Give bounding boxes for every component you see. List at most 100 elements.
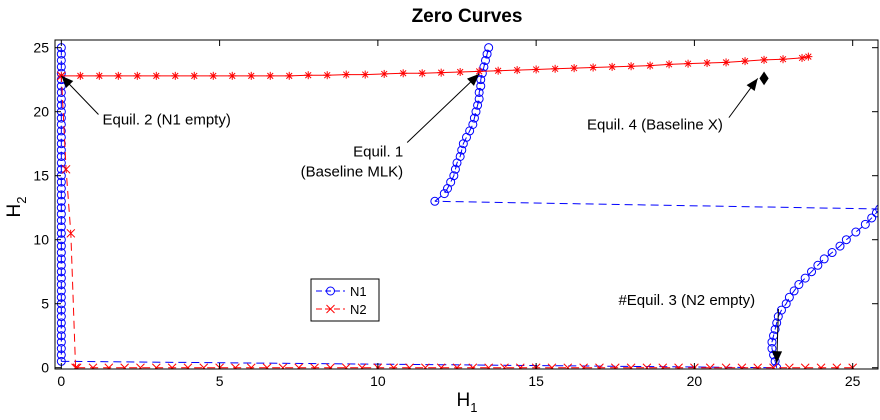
data-point-b — [597, 363, 604, 369]
data-point — [841, 235, 851, 245]
data-point — [819, 254, 829, 264]
data-point — [473, 100, 483, 110]
data-point-d — [646, 62, 654, 69]
data-point — [455, 151, 465, 161]
data-point — [231, 363, 240, 369]
data-point — [642, 363, 652, 369]
data-point — [61, 164, 71, 174]
data-point — [610, 363, 620, 369]
data-point — [389, 363, 399, 369]
annotation-label: Equil. 4 (Baseline X) — [587, 117, 723, 134]
data-point — [56, 126, 66, 136]
series-group — [56, 43, 878, 369]
data-point-b — [407, 363, 414, 369]
data-point-d — [229, 72, 236, 80]
chart-title: Zero Curves — [412, 6, 523, 27]
data-point-d — [342, 71, 350, 78]
data-point — [737, 363, 747, 369]
svg-text:H1: H1 — [457, 390, 478, 415]
data-point-d — [134, 72, 141, 80]
data-point — [627, 62, 636, 71]
data-point — [361, 70, 370, 79]
data-point-d — [437, 69, 445, 76]
annotation-arrow-head — [772, 351, 783, 364]
data-point-d — [267, 72, 274, 80]
data-point-b — [61, 164, 71, 174]
data-point — [456, 68, 465, 77]
data-point — [342, 70, 351, 79]
data-point — [794, 280, 804, 290]
data-point — [468, 363, 478, 369]
data-point-b — [73, 363, 80, 369]
data-point-b — [90, 363, 98, 369]
data-point — [784, 292, 794, 302]
data-point — [183, 363, 193, 369]
data-point-d — [805, 53, 812, 60]
data-point — [721, 363, 731, 369]
data-point — [770, 324, 780, 334]
series-line — [61, 56, 809, 77]
data-point — [56, 248, 66, 258]
data-point-d — [665, 61, 673, 68]
data-point — [56, 331, 66, 341]
data-point-b — [439, 363, 446, 369]
data-point-b — [75, 363, 82, 369]
data-point-b — [771, 363, 778, 369]
data-point-b — [787, 363, 794, 369]
data-point — [56, 228, 66, 238]
data-point-b — [644, 363, 652, 369]
series-line — [434, 47, 490, 202]
data-point-d — [513, 66, 521, 74]
x-tick-label: 20 — [687, 373, 703, 389]
data-point-b — [154, 363, 161, 369]
data-point — [595, 363, 604, 369]
data-point-b — [170, 363, 177, 369]
data-point — [56, 241, 66, 251]
axes: 0 5 10 15 20 25 0 5 10 15 20 25 — [33, 39, 879, 389]
annotation: Equil. 1 (Baseline MLK) — [301, 73, 480, 180]
data-point-d — [627, 63, 635, 70]
y-tick-label: 20 — [33, 104, 49, 120]
x-tick-label: 25 — [845, 373, 861, 389]
data-point — [420, 363, 430, 369]
data-point — [665, 60, 674, 69]
data-point — [484, 43, 494, 53]
data-point — [294, 363, 304, 369]
data-point — [800, 273, 810, 283]
data-point — [246, 363, 256, 369]
legend-marker — [326, 304, 335, 314]
data-point — [56, 273, 66, 283]
data-point — [56, 55, 66, 65]
x-axis-label: H1 — [457, 390, 478, 415]
data-point — [477, 68, 487, 78]
data-point — [56, 177, 66, 187]
data-point-d — [191, 72, 198, 80]
annotation: Equil. 4 (Baseline X) — [587, 78, 759, 134]
y-tick-label: 25 — [33, 40, 49, 56]
data-point — [56, 350, 66, 360]
data-point-b — [344, 363, 351, 369]
data-point — [705, 363, 715, 369]
data-point-d — [551, 65, 559, 73]
data-point — [741, 57, 750, 66]
data-point — [56, 62, 66, 72]
data-point-d — [703, 59, 711, 67]
y-tick-label: 10 — [33, 232, 49, 248]
data-point-d — [684, 60, 692, 67]
y-axis-label-subscript: 2 — [14, 197, 29, 204]
data-point — [56, 318, 66, 328]
data-point-d — [172, 72, 179, 80]
data-point — [88, 363, 98, 369]
data-point-b — [423, 363, 430, 369]
data-point — [513, 66, 522, 75]
x-tick-label: 0 — [57, 373, 65, 389]
data-point — [323, 71, 332, 80]
x-tick-label: 15 — [528, 373, 544, 389]
data-point — [341, 363, 351, 369]
data-point — [278, 363, 288, 369]
data-point — [56, 158, 66, 168]
series-unnamed-3 — [759, 71, 769, 86]
data-point-d — [532, 66, 540, 73]
